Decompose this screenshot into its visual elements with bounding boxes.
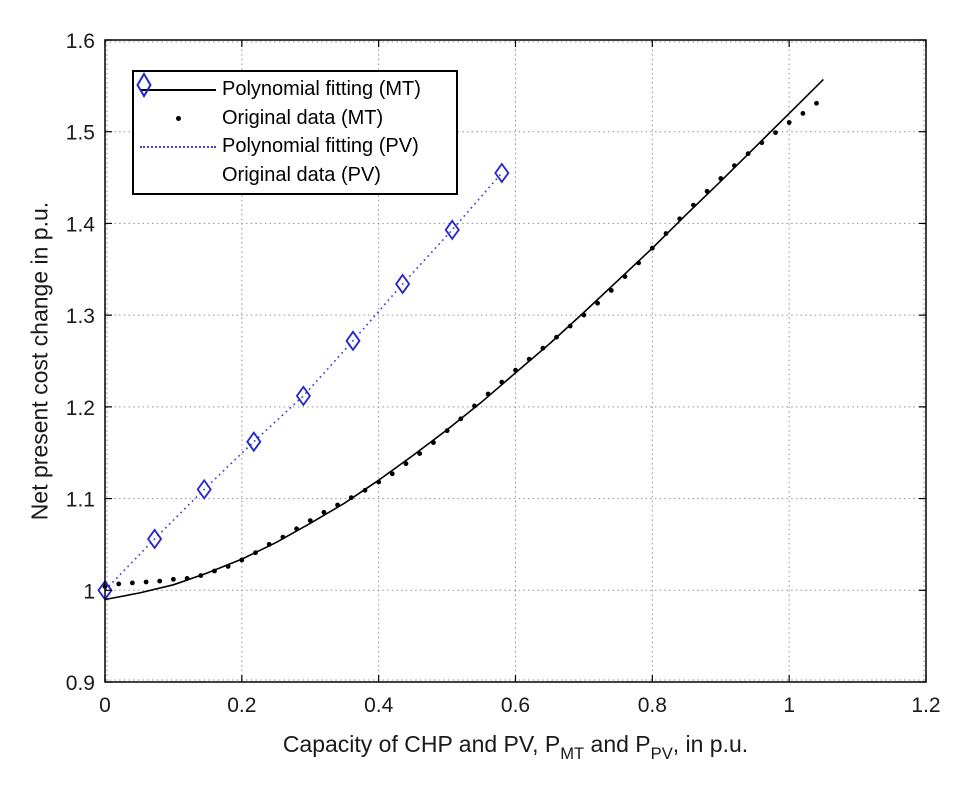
- mt-data-point: [321, 509, 327, 515]
- y-tick-label: 1.5: [66, 122, 95, 145]
- mt-data-point: [294, 526, 299, 532]
- mt-data-point: [130, 580, 135, 586]
- legend-label: Polynomial fitting (PV): [222, 135, 419, 158]
- mt-data-point: [198, 573, 204, 578]
- mt-data-point: [759, 140, 765, 146]
- y-axis-label: Net present cost change in p.u.: [26, 201, 53, 521]
- mt-data-point: [458, 416, 464, 422]
- mt-data-point: [335, 502, 340, 508]
- mt-data-point: [554, 334, 559, 340]
- legend-item-pv-data: Original data (PV): [134, 72, 456, 189]
- mt-data-point: [567, 323, 573, 329]
- x-tick-label: 1: [783, 694, 795, 717]
- solid-line-sample: [134, 88, 222, 91]
- mt-data-point: [280, 534, 286, 540]
- x-tick-label: 0.6: [501, 694, 530, 717]
- legend-label: Original data (MT): [222, 106, 384, 129]
- mt-data-point: [417, 451, 423, 456]
- mt-data-point: [499, 379, 505, 385]
- mt-data-point: [540, 345, 546, 351]
- mt-data-point: [472, 403, 477, 409]
- subscript-mt: MT: [560, 743, 585, 763]
- mt-data-point: [526, 356, 532, 362]
- pv-data-marker: [146, 528, 163, 550]
- x-axis-label: Capacity of CHP and PV, PMT and PPV, in …: [105, 731, 926, 762]
- pv-data-marker: [345, 330, 361, 352]
- mt-data-point: [800, 111, 806, 116]
- pv-data-marker: [196, 478, 212, 500]
- pv-data-marker: [295, 385, 312, 407]
- dot-marker-sample: [134, 115, 222, 121]
- mt-data-point: [171, 576, 176, 582]
- mt-data-point: [266, 542, 272, 547]
- mt-data-point: [116, 581, 122, 587]
- mt-data-point: [376, 479, 382, 485]
- mt-data-point: [649, 245, 655, 251]
- mt-data-point: [389, 471, 395, 477]
- y-tick-label: 1.1: [66, 489, 95, 512]
- legend-item-mt-fit: Polynomial fitting (MT): [134, 76, 456, 104]
- y-tick-label: 1.6: [66, 30, 95, 53]
- mt-data-point: [691, 202, 696, 208]
- mt-data-point: [608, 288, 614, 293]
- x-tick-label: 0.8: [638, 694, 667, 717]
- x-tick-label: 0: [99, 694, 111, 717]
- mt-data-point: [225, 564, 231, 569]
- y-tick-label: 1.4: [66, 213, 96, 236]
- mt-data-point: [745, 151, 751, 157]
- x-tick-label: 1.2: [911, 694, 940, 717]
- y-tick-label: 1.3: [66, 305, 95, 328]
- legend-label: Polynomial fitting (MT): [222, 78, 421, 101]
- x-tick-label: 0.2: [227, 694, 256, 717]
- pv-data-marker: [444, 219, 460, 241]
- mt-data-point: [663, 231, 669, 236]
- mt-data-point: [622, 274, 628, 279]
- x-label-prefix: Capacity of CHP and PV, P: [282, 731, 561, 757]
- mt-data-point: [513, 367, 518, 373]
- mt-data-point: [718, 176, 724, 181]
- mt-data-point: [636, 260, 641, 266]
- mt-data-point: [431, 440, 436, 445]
- mt-data-point: [732, 163, 737, 169]
- pv-data-marker: [246, 431, 262, 453]
- mt-data-point: [143, 579, 149, 585]
- mt-data-point: [485, 391, 491, 397]
- mt-data-point: [773, 130, 778, 136]
- mt-data-point: [595, 300, 600, 306]
- mt-data-point: [239, 557, 245, 563]
- dotted-line-sample: [134, 145, 222, 148]
- pv-fit-line: [104, 172, 503, 591]
- pv-data-marker: [494, 162, 510, 184]
- mt-data-point: [253, 550, 258, 556]
- y-tick-label: 1.2: [66, 397, 95, 420]
- legend-item-mt-data: Original data (MT): [134, 104, 456, 132]
- mt-data-point: [362, 487, 368, 493]
- mt-data-point: [444, 428, 450, 434]
- mt-data-point: [348, 495, 354, 501]
- mt-data-point: [786, 120, 792, 125]
- mt-data-point: [581, 312, 587, 318]
- mt-data-point: [212, 568, 217, 574]
- mt-data-point: [403, 461, 409, 467]
- mt-data-point: [157, 578, 163, 584]
- mt-data-point: [677, 216, 683, 222]
- pv-data-marker: [395, 273, 411, 295]
- legend-box: Polynomial fitting (MT) Original data (M…: [132, 70, 458, 195]
- mt-data-point: [704, 188, 710, 194]
- x-label-suffix: , in p.u.: [672, 731, 749, 757]
- mt-data-point: [307, 518, 313, 523]
- legend-label: Original data (PV): [222, 163, 381, 186]
- legend-item-pv-fit: Polynomial fitting (PV): [134, 133, 456, 161]
- x-tick-label: 0.4: [364, 694, 394, 717]
- y-tick-label: 1: [83, 580, 95, 603]
- subscript-pv: PV: [650, 743, 673, 763]
- mt-data-point: [184, 576, 190, 581]
- mt-fit-line: [104, 78, 824, 601]
- y-tick-label: 0.9: [66, 672, 95, 695]
- x-label-mid: and P: [584, 731, 651, 757]
- mt-data-point: [814, 100, 819, 106]
